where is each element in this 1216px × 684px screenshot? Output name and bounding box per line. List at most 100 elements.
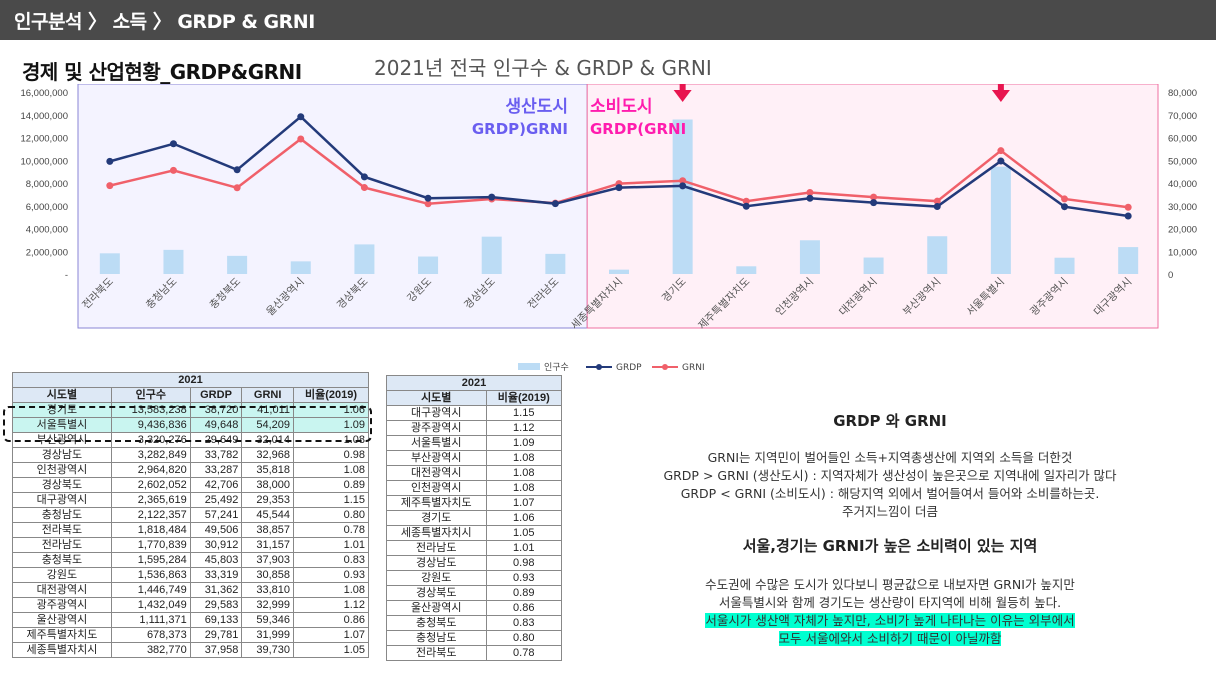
table-cell: 부산광역시: [386, 450, 487, 466]
y-right-tick-label: 30,000: [1168, 202, 1197, 213]
y-right-tick-label: 80,000: [1168, 88, 1197, 99]
production-region-panel: [77, 84, 588, 329]
table-cell: 1.08: [485, 465, 562, 481]
table-row: 울산광역시 1,111,371 69,133 59,346 0.86: [12, 612, 370, 628]
table-row: 광주광역시 1,432,049 29,583 32,999 1.12: [12, 597, 370, 613]
table-cell: 29,781: [189, 627, 243, 643]
table-cell: 0.98: [485, 555, 562, 571]
table-row: 경기도 1.06: [386, 510, 562, 526]
table-cell: 1.07: [485, 495, 562, 511]
population-bar: [863, 257, 884, 274]
table-row: 부산광역시 1.08: [386, 450, 562, 466]
table-cell: 제주특별자치도: [12, 627, 112, 643]
table-cell: 2,365,619: [110, 492, 191, 508]
table-row: 전라남도 1.01: [386, 540, 562, 556]
grni-point: [424, 200, 432, 208]
highlighted-lines: 서울시가 생산액 자체가 높지만, 소비가 높게 나타나는 이유는 외부에서 모두…: [580, 612, 1200, 648]
explanation-lines-2: 수도권에 수많은 도시가 있다보니 평균값으로 내보자면 GRNI가 높지만 서울…: [580, 576, 1200, 612]
table-row: 충청남도 0.80: [386, 630, 562, 646]
table-cell: 2,602,052: [110, 477, 191, 493]
table-cell: 경상남도: [386, 555, 487, 571]
combo-chart: 16,000,000 14,000,000 12,000,000 10,000,000…: [20, 84, 1197, 373]
production-label: 생산도시: [505, 97, 568, 117]
table-row: 경상남도 3,282,849 33,782 32,968 0.98: [12, 447, 370, 463]
table-cell: 경상북도: [386, 585, 487, 601]
table-cell: 33,810: [241, 582, 294, 598]
table-cell: 1,770,839: [110, 537, 191, 553]
down-arrow-icon: [673, 90, 692, 102]
chart-title: 2021년 전국 인구수 & GRDP & GRNI: [374, 56, 712, 80]
table-cell: 1,595,284: [110, 552, 191, 568]
table-cell: 32,999: [241, 597, 294, 613]
table-cell: 서울특별시: [386, 435, 487, 451]
table-cell: 1.05: [485, 525, 562, 541]
data-table-ratio: 2021 시도별 비율(2019) 대구광역시 1.15 광주광역시 1.12 서울특별시…: [386, 375, 562, 661]
y-left-tick-label: 16,000,000: [20, 88, 68, 99]
y-left-tick-label: 4,000,000: [26, 225, 68, 236]
table-cell: 전라북도: [386, 645, 487, 661]
table-cell: 세종특별자치시: [12, 642, 112, 658]
table-row: 대구광역시 2,365,619 25,492 29,353 1.15: [12, 492, 370, 508]
table-cell: 1.08: [485, 480, 562, 496]
grni-point: [933, 197, 941, 205]
grdp-point: [1124, 212, 1132, 220]
table-year: 2021: [386, 375, 562, 391]
explanation-line: GRDP > GRNI (생산도시) : 지역자체가 생산성이 높은곳으로 지역…: [580, 467, 1200, 485]
table-cell: 0.89: [292, 477, 370, 493]
column-header: 인구수: [110, 387, 191, 403]
table-cell: 38,857: [241, 522, 294, 538]
table-row: 전라북도 0.78: [386, 645, 562, 661]
y-left-tick-label: 2,000,000: [26, 247, 68, 258]
table-cell: 경상남도: [12, 447, 112, 463]
grni-point: [997, 147, 1005, 155]
grni-point: [806, 189, 814, 197]
table-row: 대전광역시 1,446,749 31,362 33,810 1.08: [12, 582, 370, 598]
y-right-tick-label: 50,000: [1168, 156, 1197, 167]
breadcrumb: 인구분석 〉 소득 〉 GRDP & GRNI: [14, 11, 315, 33]
table-cell: 1.15: [485, 405, 562, 421]
table-cell: 45,544: [241, 507, 294, 523]
consumption-formula: GRDP(GRNI: [590, 120, 686, 138]
table-header-row: 시도별 인구수 GRDP GRNI 비율(2019): [12, 387, 370, 403]
table-row: 강원도 1,536,863 33,319 30,858 0.93: [12, 567, 370, 583]
explanation-line: 수도권에 수많은 도시가 있다보니 평균값으로 내보자면 GRNI가 높지만: [580, 576, 1200, 594]
table-cell: 0.86: [485, 600, 562, 616]
explanation-text: GRDP < GRNI (소비도시) : 해당지역 외에서 벌어들여서 들어와 …: [680, 486, 1100, 501]
table-cell: 29,583: [189, 597, 243, 613]
grdp-point: [106, 157, 114, 165]
table-cell: 0.80: [485, 630, 562, 646]
table-cell: 33,287: [189, 462, 243, 478]
table-cell: 1.01: [485, 540, 562, 556]
population-bar: [354, 244, 375, 274]
table-cell: 37,903: [241, 552, 294, 568]
explanation-line: 모두 서울에와서 소비하기 때문이 아닐까함: [580, 630, 1200, 648]
table-cell: 전라북도: [12, 522, 112, 538]
grdp-point: [360, 173, 368, 181]
population-bar: [545, 253, 566, 274]
explanation-text: 모두 서울에와서 소비하기 때문이 아닐까함: [778, 631, 1002, 646]
explanation-panel: GRDP 와 GRNI GRNI는 지역민이 벌어들인 소득+지역총생산에 지역…: [580, 410, 1200, 648]
table-cell: 69,133: [189, 612, 243, 628]
population-bar: [227, 255, 248, 274]
table-row: 대전광역시 1.08: [386, 465, 562, 481]
table-row: 광주광역시 1.12: [386, 420, 562, 436]
table-cell: 1,536,863: [110, 567, 191, 583]
table-cell: 인천광역시: [12, 462, 112, 478]
explanation-line: 서울시가 생산액 자체가 높지만, 소비가 높게 나타나는 이유는 외부에서: [580, 612, 1200, 630]
grdp-point: [424, 194, 432, 202]
y-right-tick-label: 70,000: [1168, 111, 1197, 122]
table-row: 경상북도 0.89: [386, 585, 562, 601]
explanation-text: GRDP > GRNI (생산도시) : 지역자체가 생산성이 높은곳으로 지역…: [663, 468, 1117, 483]
down-arrow-icon: [991, 90, 1010, 102]
table-cell: 1.15: [292, 492, 370, 508]
table-cell: 1,818,484: [110, 522, 191, 538]
table-cell: 59,346: [241, 612, 294, 628]
grdp-point: [1061, 203, 1069, 211]
table-cell: 서울특별시: [12, 417, 112, 433]
chart-area: 16,000,000 14,000,000 12,000,000 10,000,000…: [0, 84, 1216, 384]
table-row: 강원도 0.93: [386, 570, 562, 586]
y-left-tick-label: 14,000,000: [20, 111, 68, 122]
population-bar: [163, 249, 184, 274]
table-row: 인천광역시 2,964,820 33,287 35,818 1.08: [12, 462, 370, 478]
table-row: 경상북도 2,602,052 42,706 38,000 0.89: [12, 477, 370, 493]
